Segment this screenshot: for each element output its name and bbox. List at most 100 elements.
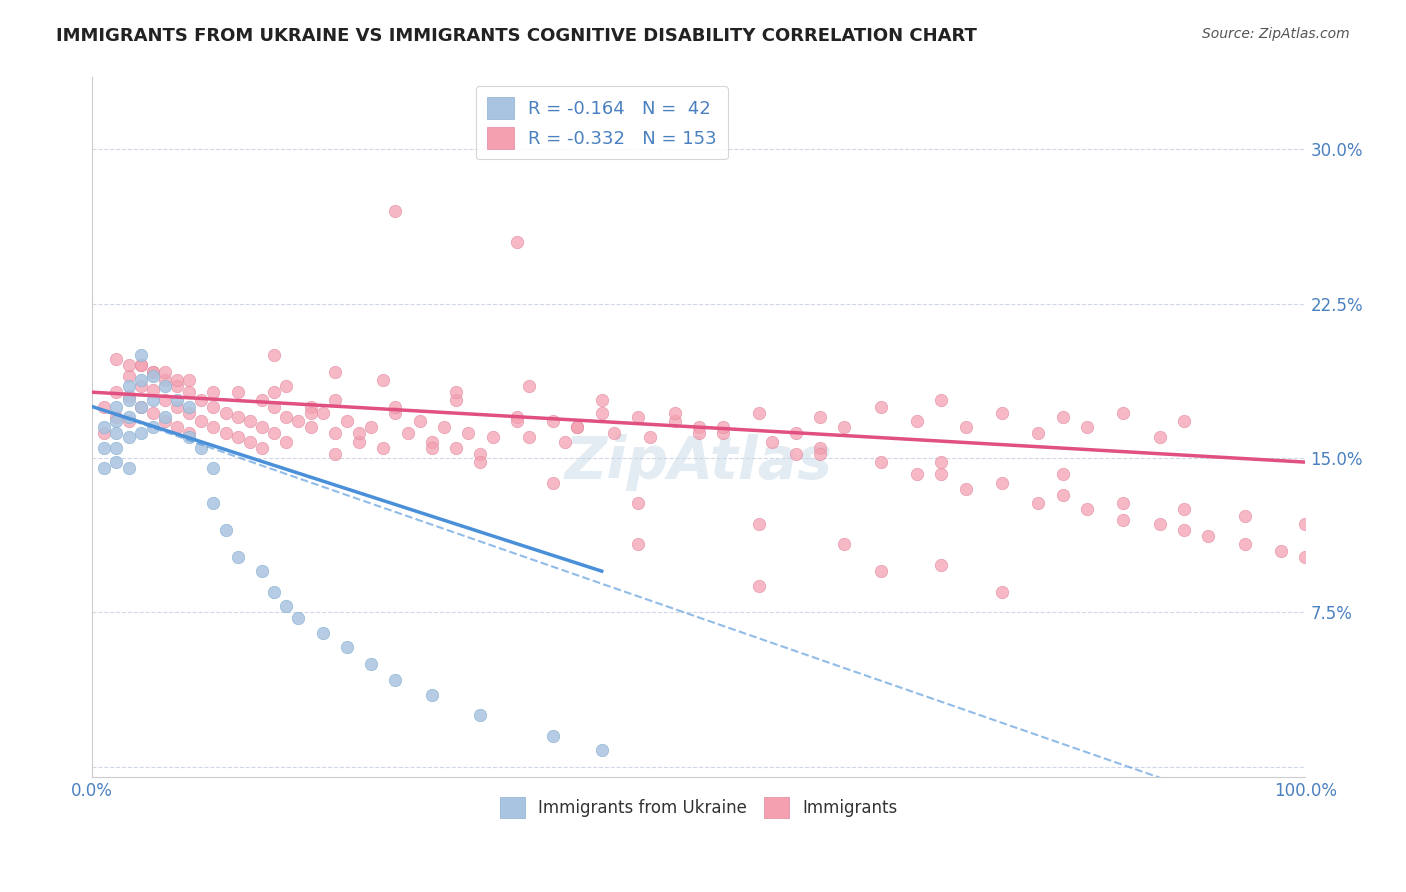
Point (299, 420, 322, 434)
Point (1076, 502, 1098, 516)
Point (105, 414, 128, 428)
Point (166, 373, 188, 387)
Point (142, 365, 165, 379)
Point (129, 348, 152, 362)
Text: ZipAtlas: ZipAtlas (565, 434, 832, 491)
Point (627, 409, 650, 424)
Point (688, 426, 710, 441)
Point (202, 385, 225, 400)
Point (336, 414, 359, 428)
Point (420, 441, 443, 455)
Point (239, 434, 262, 449)
Point (263, 584, 285, 599)
Point (117, 359, 139, 373)
Point (347, 426, 370, 441)
Point (179, 406, 201, 420)
Point (869, 400, 891, 414)
Point (1028, 426, 1050, 441)
Point (506, 414, 529, 428)
Point (93, 426, 115, 441)
Point (541, 414, 564, 428)
Point (991, 475, 1014, 490)
Point (250, 564, 273, 578)
Point (420, 688, 443, 702)
Point (287, 611, 309, 625)
Text: Source: ZipAtlas.com: Source: ZipAtlas.com (1202, 27, 1350, 41)
Point (1149, 516, 1171, 531)
Point (638, 430, 661, 444)
Point (1052, 488, 1074, 502)
Point (627, 537, 650, 551)
Point (250, 420, 273, 434)
Point (226, 385, 249, 400)
Point (481, 430, 503, 444)
Point (179, 385, 201, 400)
Point (834, 537, 856, 551)
Point (664, 406, 686, 420)
Point (1294, 516, 1316, 531)
Point (1233, 537, 1256, 551)
Point (166, 400, 188, 414)
Point (1294, 549, 1316, 564)
Point (808, 441, 831, 455)
Point (142, 383, 165, 397)
Point (1173, 502, 1195, 516)
Point (142, 368, 165, 383)
Point (129, 400, 152, 414)
Point (384, 400, 406, 414)
Point (117, 461, 139, 475)
Point (105, 409, 128, 424)
Point (808, 447, 831, 461)
Point (457, 426, 479, 441)
Point (905, 467, 928, 482)
Point (129, 400, 152, 414)
Point (444, 385, 467, 400)
Point (955, 482, 977, 496)
Point (1076, 420, 1098, 434)
Point (105, 400, 128, 414)
Point (323, 393, 346, 408)
Point (931, 558, 953, 572)
Point (117, 393, 139, 408)
Point (312, 625, 335, 640)
Point (470, 455, 492, 469)
Point (226, 409, 249, 424)
Point (506, 235, 529, 249)
Point (1028, 496, 1050, 510)
Point (396, 426, 419, 441)
Point (748, 516, 770, 531)
Point (153, 373, 176, 387)
Point (214, 406, 236, 420)
Point (166, 420, 188, 434)
Point (179, 400, 201, 414)
Point (336, 640, 359, 655)
Point (711, 420, 734, 434)
Point (105, 352, 128, 367)
Point (567, 420, 589, 434)
Point (991, 584, 1014, 599)
Point (554, 434, 576, 449)
Point (761, 434, 783, 449)
Point (420, 434, 443, 449)
Point (250, 393, 273, 408)
Point (591, 406, 613, 420)
Point (299, 406, 322, 420)
Point (1112, 496, 1135, 510)
Point (117, 379, 139, 393)
Legend: Immigrants from Ukraine, Immigrants: Immigrants from Ukraine, Immigrants (494, 791, 904, 824)
Point (955, 420, 977, 434)
Point (129, 426, 152, 441)
Point (991, 406, 1014, 420)
Text: IMMIGRANTS FROM UKRAINE VS IMMIGRANTS COGNITIVE DISABILITY CORRELATION CHART: IMMIGRANTS FROM UKRAINE VS IMMIGRANTS CO… (56, 27, 977, 45)
Point (931, 467, 953, 482)
Point (190, 414, 212, 428)
Point (117, 409, 139, 424)
Point (1112, 406, 1135, 420)
Point (506, 409, 529, 424)
Point (299, 400, 322, 414)
Point (808, 409, 831, 424)
Point (153, 414, 176, 428)
Point (905, 414, 928, 428)
Point (239, 414, 262, 428)
Point (1173, 523, 1195, 537)
